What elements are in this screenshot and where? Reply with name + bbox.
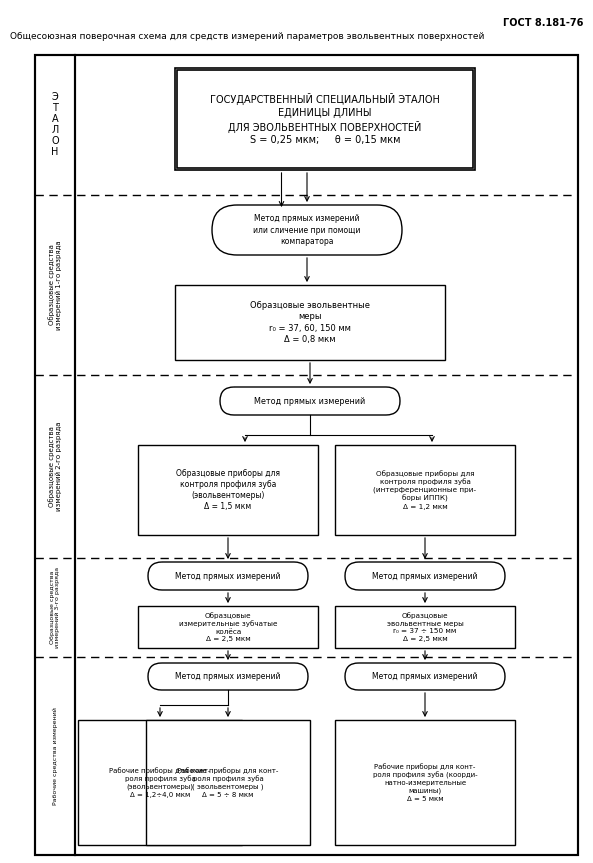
Bar bbox=[138, 445, 318, 535]
Text: Э: Э bbox=[52, 92, 58, 102]
Text: Образцовые средства
измерений 1-го разряда: Образцовые средства измерений 1-го разря… bbox=[48, 240, 62, 330]
Text: Метод прямых измерений: Метод прямых измерений bbox=[372, 672, 478, 681]
Bar bbox=[138, 606, 318, 648]
Text: Образцовые средства
измерений 2-го разряда: Образцовые средства измерений 2-го разря… bbox=[48, 422, 62, 511]
Text: Рабочие приборы для конт-
роля профиля зуба
(эвольвентомеры)
Δ = 1,2÷4,0 мкм: Рабочие приборы для конт- роля профиля з… bbox=[109, 767, 211, 798]
Bar bbox=[146, 720, 310, 845]
PathPatch shape bbox=[148, 562, 308, 590]
Text: Рабочие приборы для конт-
роля профиля зуба (коорди-
натно-измерительные
машины): Рабочие приборы для конт- роля профиля з… bbox=[372, 763, 477, 802]
Text: Образцовые
эвольвентные меры
r₀ = 37 ÷ 150 мм
Δ = 2,5 мкм: Образцовые эвольвентные меры r₀ = 37 ÷ 1… bbox=[387, 613, 464, 642]
Text: Рабочие приборы для конт-
роля профиля зуба
( эвольвентомеры )
Δ = 5 ÷ 8 мкм: Рабочие приборы для конт- роля профиля з… bbox=[177, 767, 279, 798]
Bar bbox=[177, 70, 473, 168]
Text: Образцовые приборы для
контроля профиля зуба
(эвольвентомеры)
Δ = 1,5 мкм: Образцовые приборы для контроля профиля … bbox=[176, 469, 280, 511]
PathPatch shape bbox=[212, 205, 402, 255]
PathPatch shape bbox=[345, 663, 505, 690]
Text: Метод прямых измерений
или сличение при помощи
компаратора: Метод прямых измерений или сличение при … bbox=[253, 214, 361, 246]
Text: Образцовые приборы для
контроля профиля зуба
(интерференционные при-
боры ИППК)
: Образцовые приборы для контроля профиля … bbox=[374, 470, 477, 510]
Text: Образцовые средства
измерений 3-го разряда: Образцовые средства измерений 3-го разря… bbox=[50, 567, 60, 648]
Bar bbox=[335, 720, 515, 845]
Text: ГОСТ 8.181-76: ГОСТ 8.181-76 bbox=[503, 18, 583, 28]
Text: О: О bbox=[51, 136, 59, 146]
Text: Л: Л bbox=[52, 125, 59, 135]
Text: Рабочие средства измерений: Рабочие средства измерений bbox=[52, 707, 58, 805]
Text: Образцовые эвольвентные
меры
r₀ = 37, 60, 150 мм
Δ = 0,8 мкм: Образцовые эвольвентные меры r₀ = 37, 60… bbox=[250, 301, 370, 343]
Text: Образцовые
измерительные зубчатые
колёса
Δ = 2,5 мкм: Образцовые измерительные зубчатые колёса… bbox=[178, 612, 278, 642]
Text: Метод прямых измерений: Метод прямых измерений bbox=[254, 396, 366, 406]
Text: Н: Н bbox=[52, 147, 59, 157]
Text: Т: Т bbox=[52, 103, 58, 113]
Text: Метод прямых измерений: Метод прямых измерений bbox=[176, 571, 280, 581]
Text: ГОСУДАРСТВЕННЫЙ СПЕЦИАЛЬНЫЙ ЭТАЛОН
ЕДИНИЦЫ ДЛИНЫ
ДЛЯ ЭВОЛЬВЕНТНЫХ ПОВЕРХНОСТЕЙ
S: ГОСУДАРСТВЕННЫЙ СПЕЦИАЛЬНЫЙ ЭТАЛОН ЕДИНИ… bbox=[210, 93, 440, 145]
Bar bbox=[175, 285, 445, 360]
Bar bbox=[78, 720, 242, 845]
Text: Метод прямых измерений: Метод прямых измерений bbox=[176, 672, 280, 681]
Text: Метод прямых измерений: Метод прямых измерений bbox=[372, 571, 478, 581]
Bar bbox=[335, 606, 515, 648]
Text: А: А bbox=[52, 114, 58, 124]
PathPatch shape bbox=[220, 387, 400, 415]
PathPatch shape bbox=[148, 663, 308, 690]
Text: Общесоюзная поверочная схема для средств измерений параметров эвольвентных повер: Общесоюзная поверочная схема для средств… bbox=[10, 32, 484, 41]
Bar bbox=[175, 68, 475, 170]
Bar bbox=[335, 445, 515, 535]
PathPatch shape bbox=[345, 562, 505, 590]
